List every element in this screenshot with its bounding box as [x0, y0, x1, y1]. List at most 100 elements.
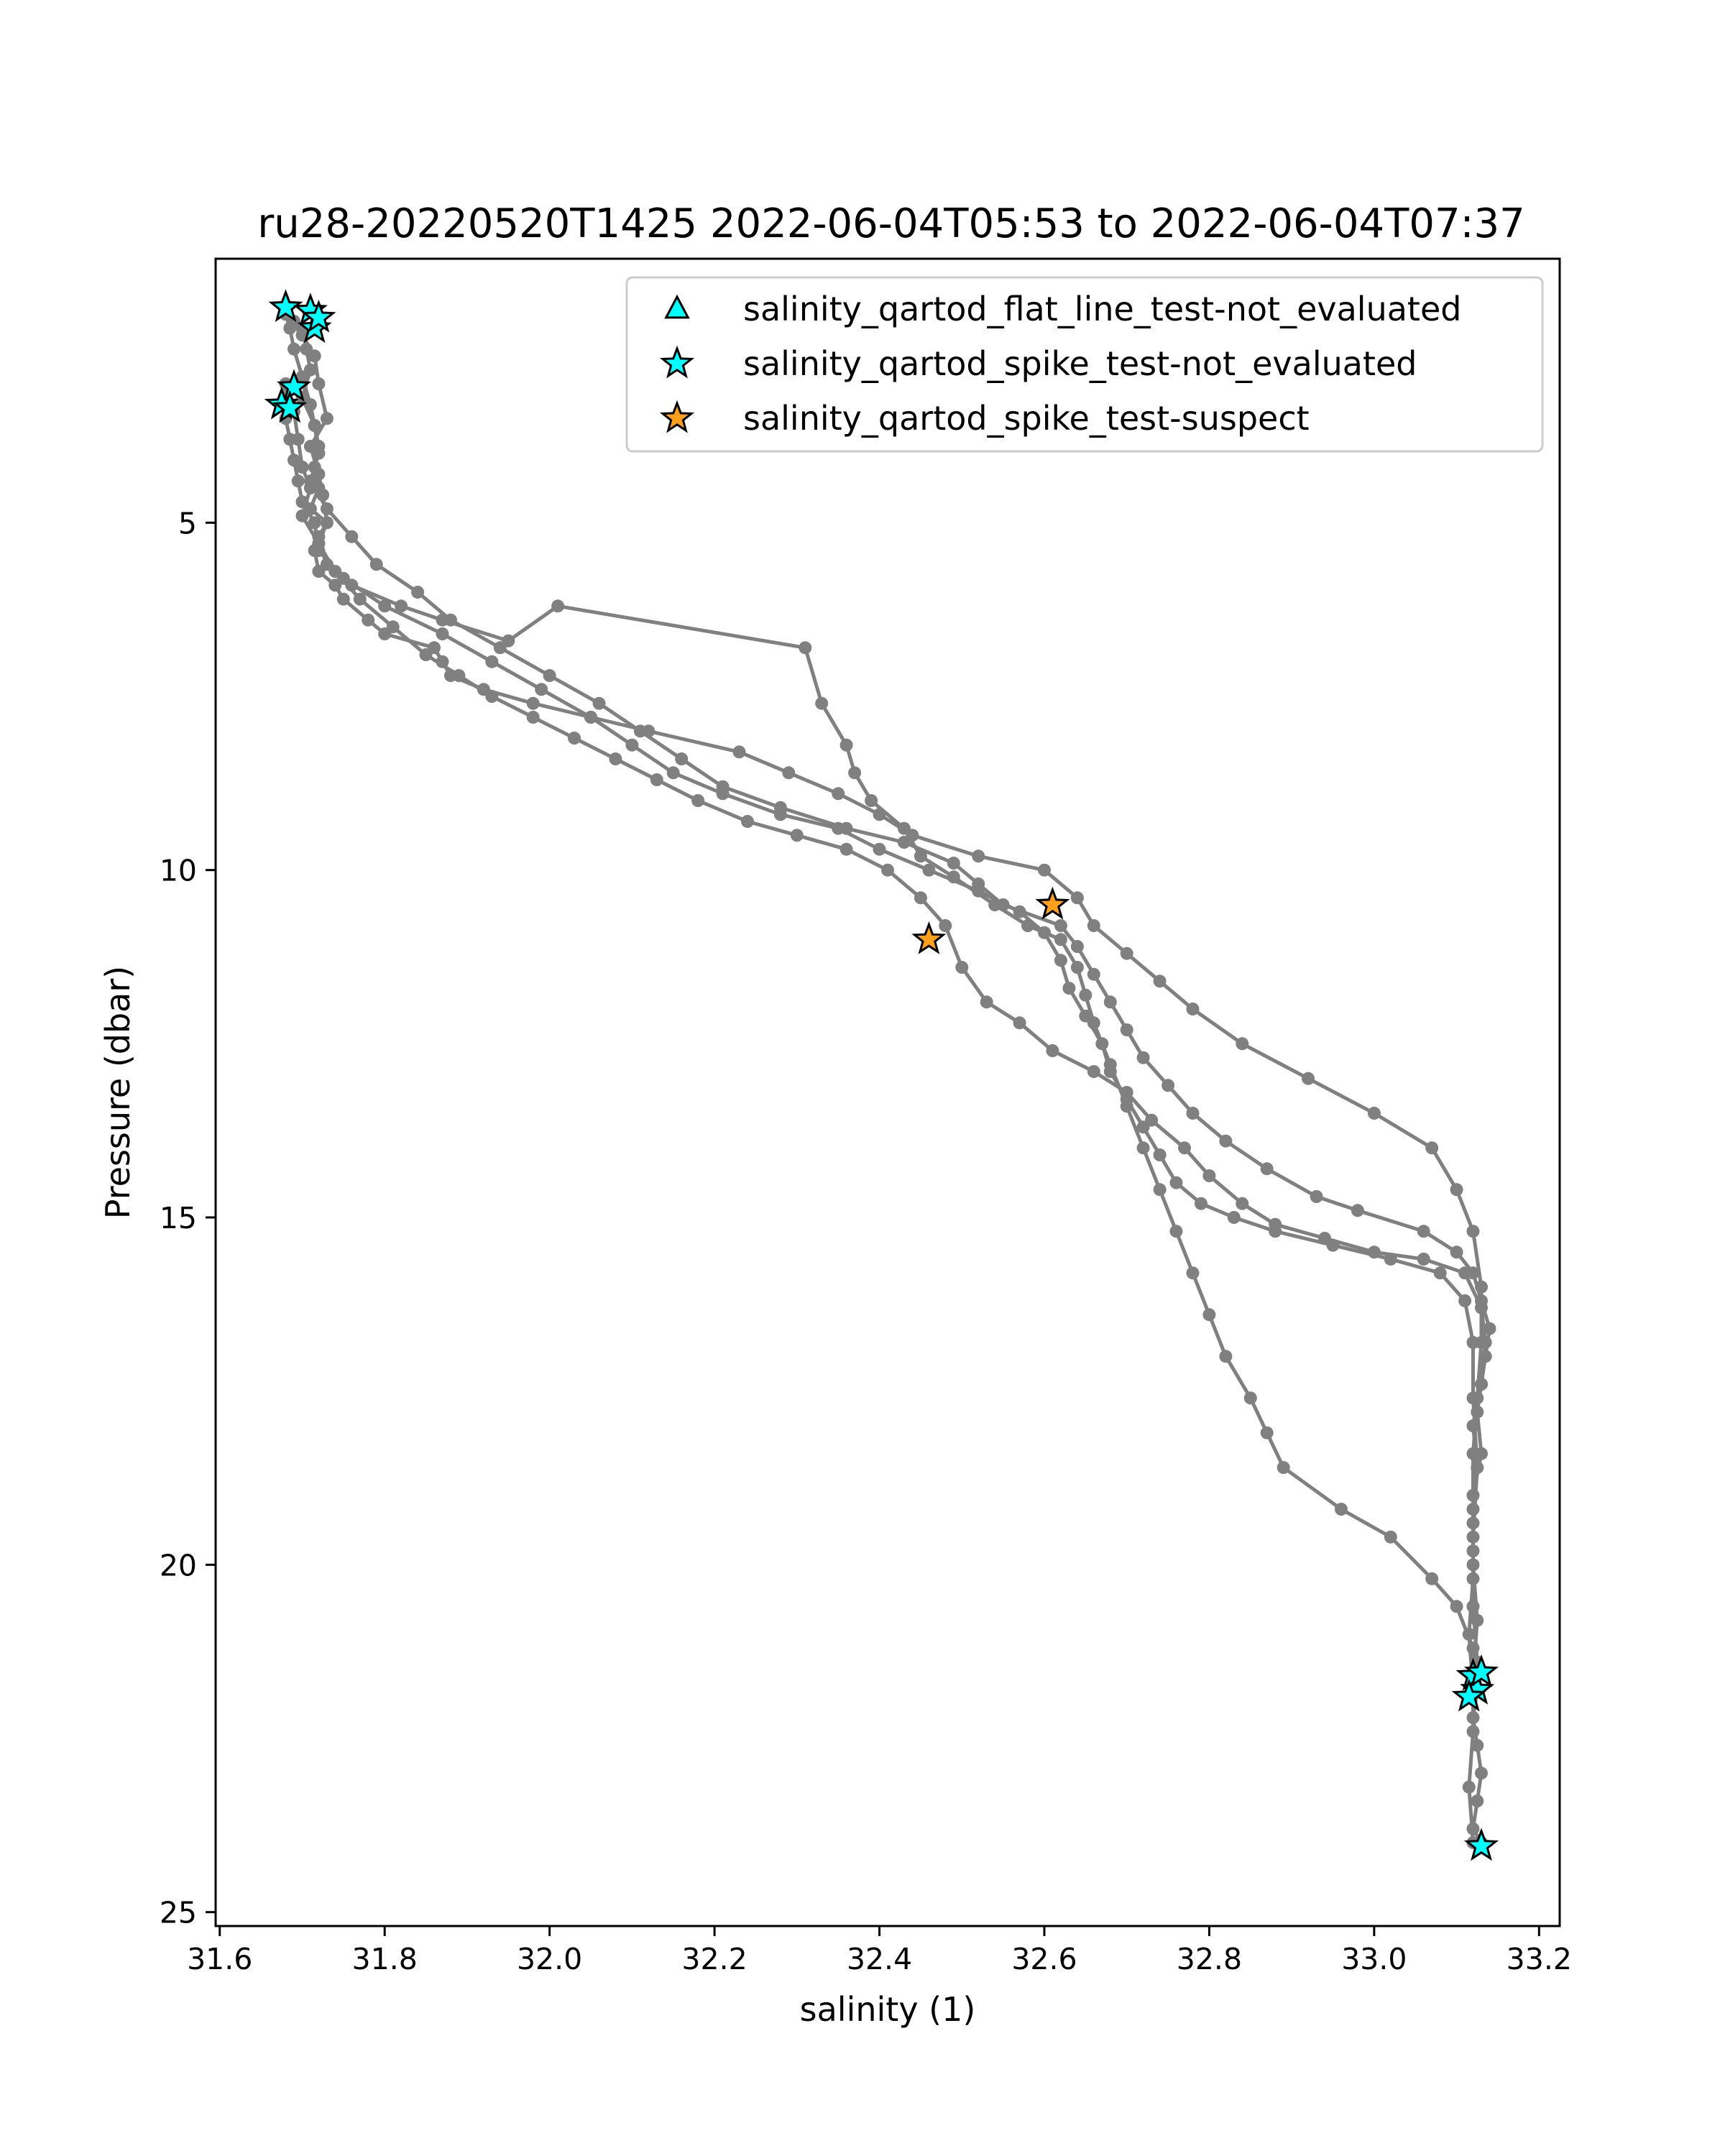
profile-point	[1260, 1162, 1274, 1176]
profile-point	[1458, 1266, 1472, 1280]
profile-point	[1475, 1766, 1488, 1780]
x-tick-label: 31.8	[352, 1942, 418, 1976]
profile-point	[444, 613, 457, 627]
profile-point	[939, 919, 952, 932]
profile-point	[288, 453, 300, 467]
legend-star-marker	[659, 400, 695, 433]
profile-point	[1466, 1600, 1480, 1613]
profile-point	[840, 738, 853, 752]
flagged-points	[264, 289, 1499, 1861]
profile-point	[1433, 1266, 1447, 1280]
profile-point	[336, 571, 350, 585]
x-tick-label: 33.0	[1341, 1942, 1407, 1976]
profile-point	[1062, 982, 1076, 995]
y-tick-label: 15	[160, 1201, 197, 1235]
profile-point	[1466, 1558, 1480, 1572]
profile-point	[1384, 1253, 1397, 1266]
profile-point	[291, 474, 305, 488]
profile-point	[1236, 1197, 1249, 1210]
profile-point	[914, 849, 927, 863]
not-evaluated-star-marker	[1463, 1828, 1499, 1861]
not-evaluated-star-marker	[268, 289, 303, 323]
profile-point	[897, 836, 911, 849]
profile-point	[1466, 1530, 1480, 1544]
profile-point	[922, 863, 936, 877]
profile-point	[345, 530, 359, 543]
profile-point	[1478, 1336, 1492, 1349]
profile-point	[955, 961, 969, 974]
profile-point	[1103, 1065, 1117, 1078]
legend-frame	[625, 276, 1544, 453]
profile-point	[1384, 1530, 1397, 1544]
suspect-star-marker	[1035, 886, 1070, 920]
profile-point	[840, 842, 853, 856]
profile-point	[1417, 1225, 1430, 1238]
profile-point	[782, 766, 796, 780]
profile-point	[1450, 1183, 1463, 1197]
profile-point	[1038, 863, 1051, 877]
profile-point	[897, 821, 911, 835]
y-tick-label: 5	[178, 506, 197, 540]
profile-point	[308, 419, 321, 432]
x-tick-label: 32.8	[1177, 1942, 1242, 1976]
profile-point	[320, 412, 334, 425]
profile-point	[1471, 1405, 1484, 1419]
profile-line-5	[284, 418, 1479, 1607]
profile-point	[1136, 1051, 1150, 1064]
profile-point	[1219, 1134, 1233, 1148]
profile-point	[1202, 1308, 1216, 1322]
profile-point	[1466, 1488, 1480, 1502]
profile-point	[1466, 1225, 1480, 1238]
profile-point	[1087, 919, 1100, 932]
profile-point	[568, 732, 581, 745]
profile-point	[1276, 1461, 1290, 1474]
profile-point	[1475, 1301, 1488, 1314]
profile-point	[1169, 1225, 1183, 1238]
profile-point	[1186, 1266, 1200, 1280]
profile-point	[1178, 1141, 1191, 1155]
profile-point	[996, 898, 1010, 911]
x-axis-label: salinity (1)	[800, 1990, 976, 2029]
profile-point	[1087, 1065, 1100, 1078]
profile-point	[1202, 1169, 1216, 1182]
profile-point	[288, 342, 300, 356]
profile-point	[1070, 940, 1084, 953]
profile-point	[535, 683, 548, 696]
profile-point	[1466, 1725, 1480, 1738]
profile-point	[312, 377, 326, 390]
profile-point	[1478, 1350, 1492, 1363]
profile-point	[1095, 1037, 1109, 1051]
x-axis: 31.6 31.8 32.0 32.2 32.4 32.6 32.8 33.0 33.2	[187, 1926, 1572, 1976]
profile-point	[395, 599, 408, 613]
profile-point	[815, 696, 829, 710]
profile-point	[336, 592, 350, 606]
x-tick-label: 32.0	[517, 1942, 582, 1976]
profile-point	[1186, 1107, 1200, 1120]
profile-point	[773, 808, 787, 821]
profile-point	[1466, 1419, 1480, 1432]
profile-point	[369, 558, 383, 571]
y-tick-label: 20	[160, 1548, 197, 1583]
profile-point	[1120, 1023, 1133, 1036]
profile-point	[1466, 1822, 1480, 1835]
not-evaluated-star-marker	[301, 299, 336, 333]
profile-point	[1054, 954, 1067, 967]
x-tick-label: 31.6	[187, 1942, 252, 1976]
not-evaluated-star-marker	[1463, 1654, 1499, 1687]
profile-point	[1450, 1245, 1463, 1259]
legend: salinity_qartod_flat_line_test-not_evalu…	[625, 276, 1544, 453]
profile-point	[1471, 1613, 1484, 1627]
profile-point	[1260, 1426, 1274, 1439]
profile-point	[691, 794, 705, 807]
profile-point	[1136, 1141, 1150, 1155]
profile-point	[1079, 988, 1092, 1002]
x-tick-label: 32.2	[681, 1942, 747, 1976]
profile-point	[1038, 926, 1051, 939]
profile-point	[1351, 1204, 1364, 1217]
profile-point	[1466, 1544, 1480, 1557]
profile-point	[1227, 1211, 1241, 1224]
profile-point	[1466, 1336, 1480, 1349]
suspect-star-marker	[911, 921, 947, 954]
profile-point	[1450, 1600, 1463, 1613]
